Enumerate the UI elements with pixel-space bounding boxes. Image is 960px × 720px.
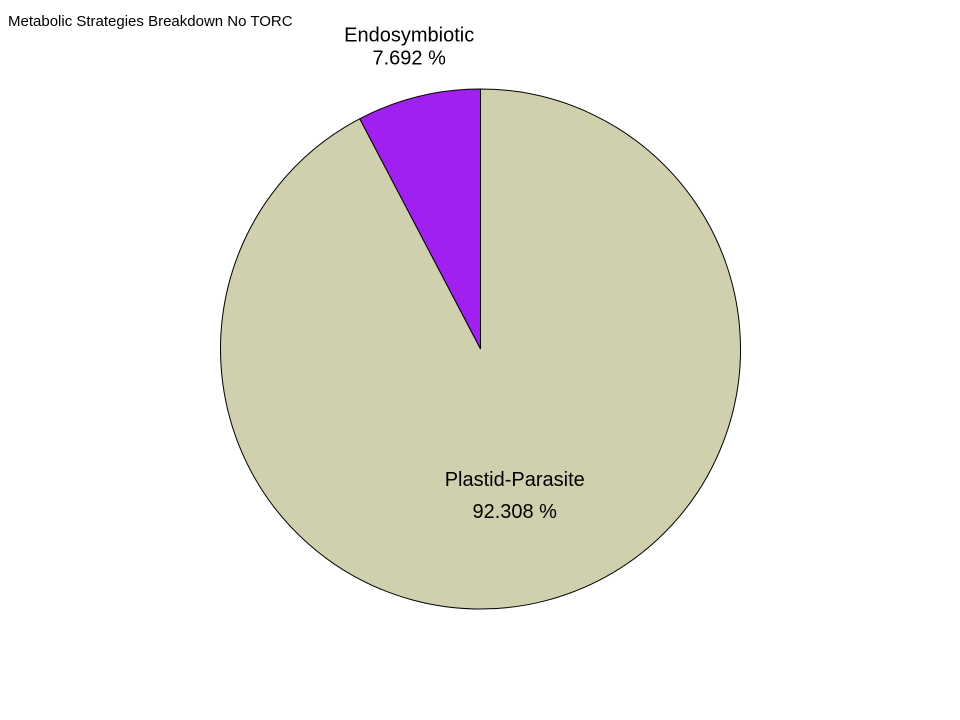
chart-title: Metabolic Strategies Breakdown No TORC [8, 13, 293, 30]
slice-label: Endosymbiotic [344, 25, 474, 47]
slice-label: Plastid-Parasite [445, 469, 585, 491]
pie-slice-endosymbiotic [359, 88, 481, 350]
pie-slice-plastid-parasite [220, 88, 741, 610]
slice-value-label: 92.308 % [472, 501, 557, 523]
slice-value-label: 7.692 % [372, 48, 446, 70]
